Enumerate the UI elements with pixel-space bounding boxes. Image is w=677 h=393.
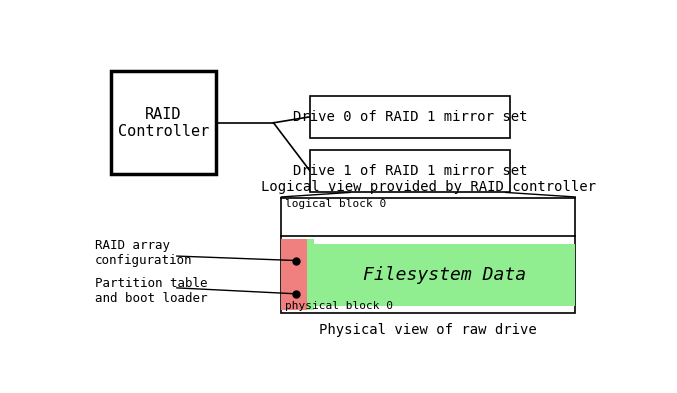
Text: RAID
Controller: RAID Controller xyxy=(118,107,209,139)
Bar xyxy=(282,236,575,314)
Bar xyxy=(310,150,510,193)
Text: Partition table
and boot loader: Partition table and boot loader xyxy=(95,277,208,305)
Text: RAID array
configuration: RAID array configuration xyxy=(95,239,193,267)
Text: physical block 0: physical block 0 xyxy=(285,301,393,311)
Bar xyxy=(111,72,216,174)
Text: Physical view of raw drive: Physical view of raw drive xyxy=(320,323,537,336)
Bar xyxy=(307,239,314,310)
Text: Drive 1 of RAID 1 mirror set: Drive 1 of RAID 1 mirror set xyxy=(292,164,527,178)
Bar xyxy=(310,95,510,138)
Text: Filesystem Data: Filesystem Data xyxy=(363,266,526,284)
Bar xyxy=(282,239,307,310)
Text: Drive 0 of RAID 1 mirror set: Drive 0 of RAID 1 mirror set xyxy=(292,110,527,124)
Text: Logical view provided by RAID controller: Logical view provided by RAID controller xyxy=(261,180,596,194)
Text: logical block 0: logical block 0 xyxy=(285,199,387,209)
Bar xyxy=(314,244,575,306)
